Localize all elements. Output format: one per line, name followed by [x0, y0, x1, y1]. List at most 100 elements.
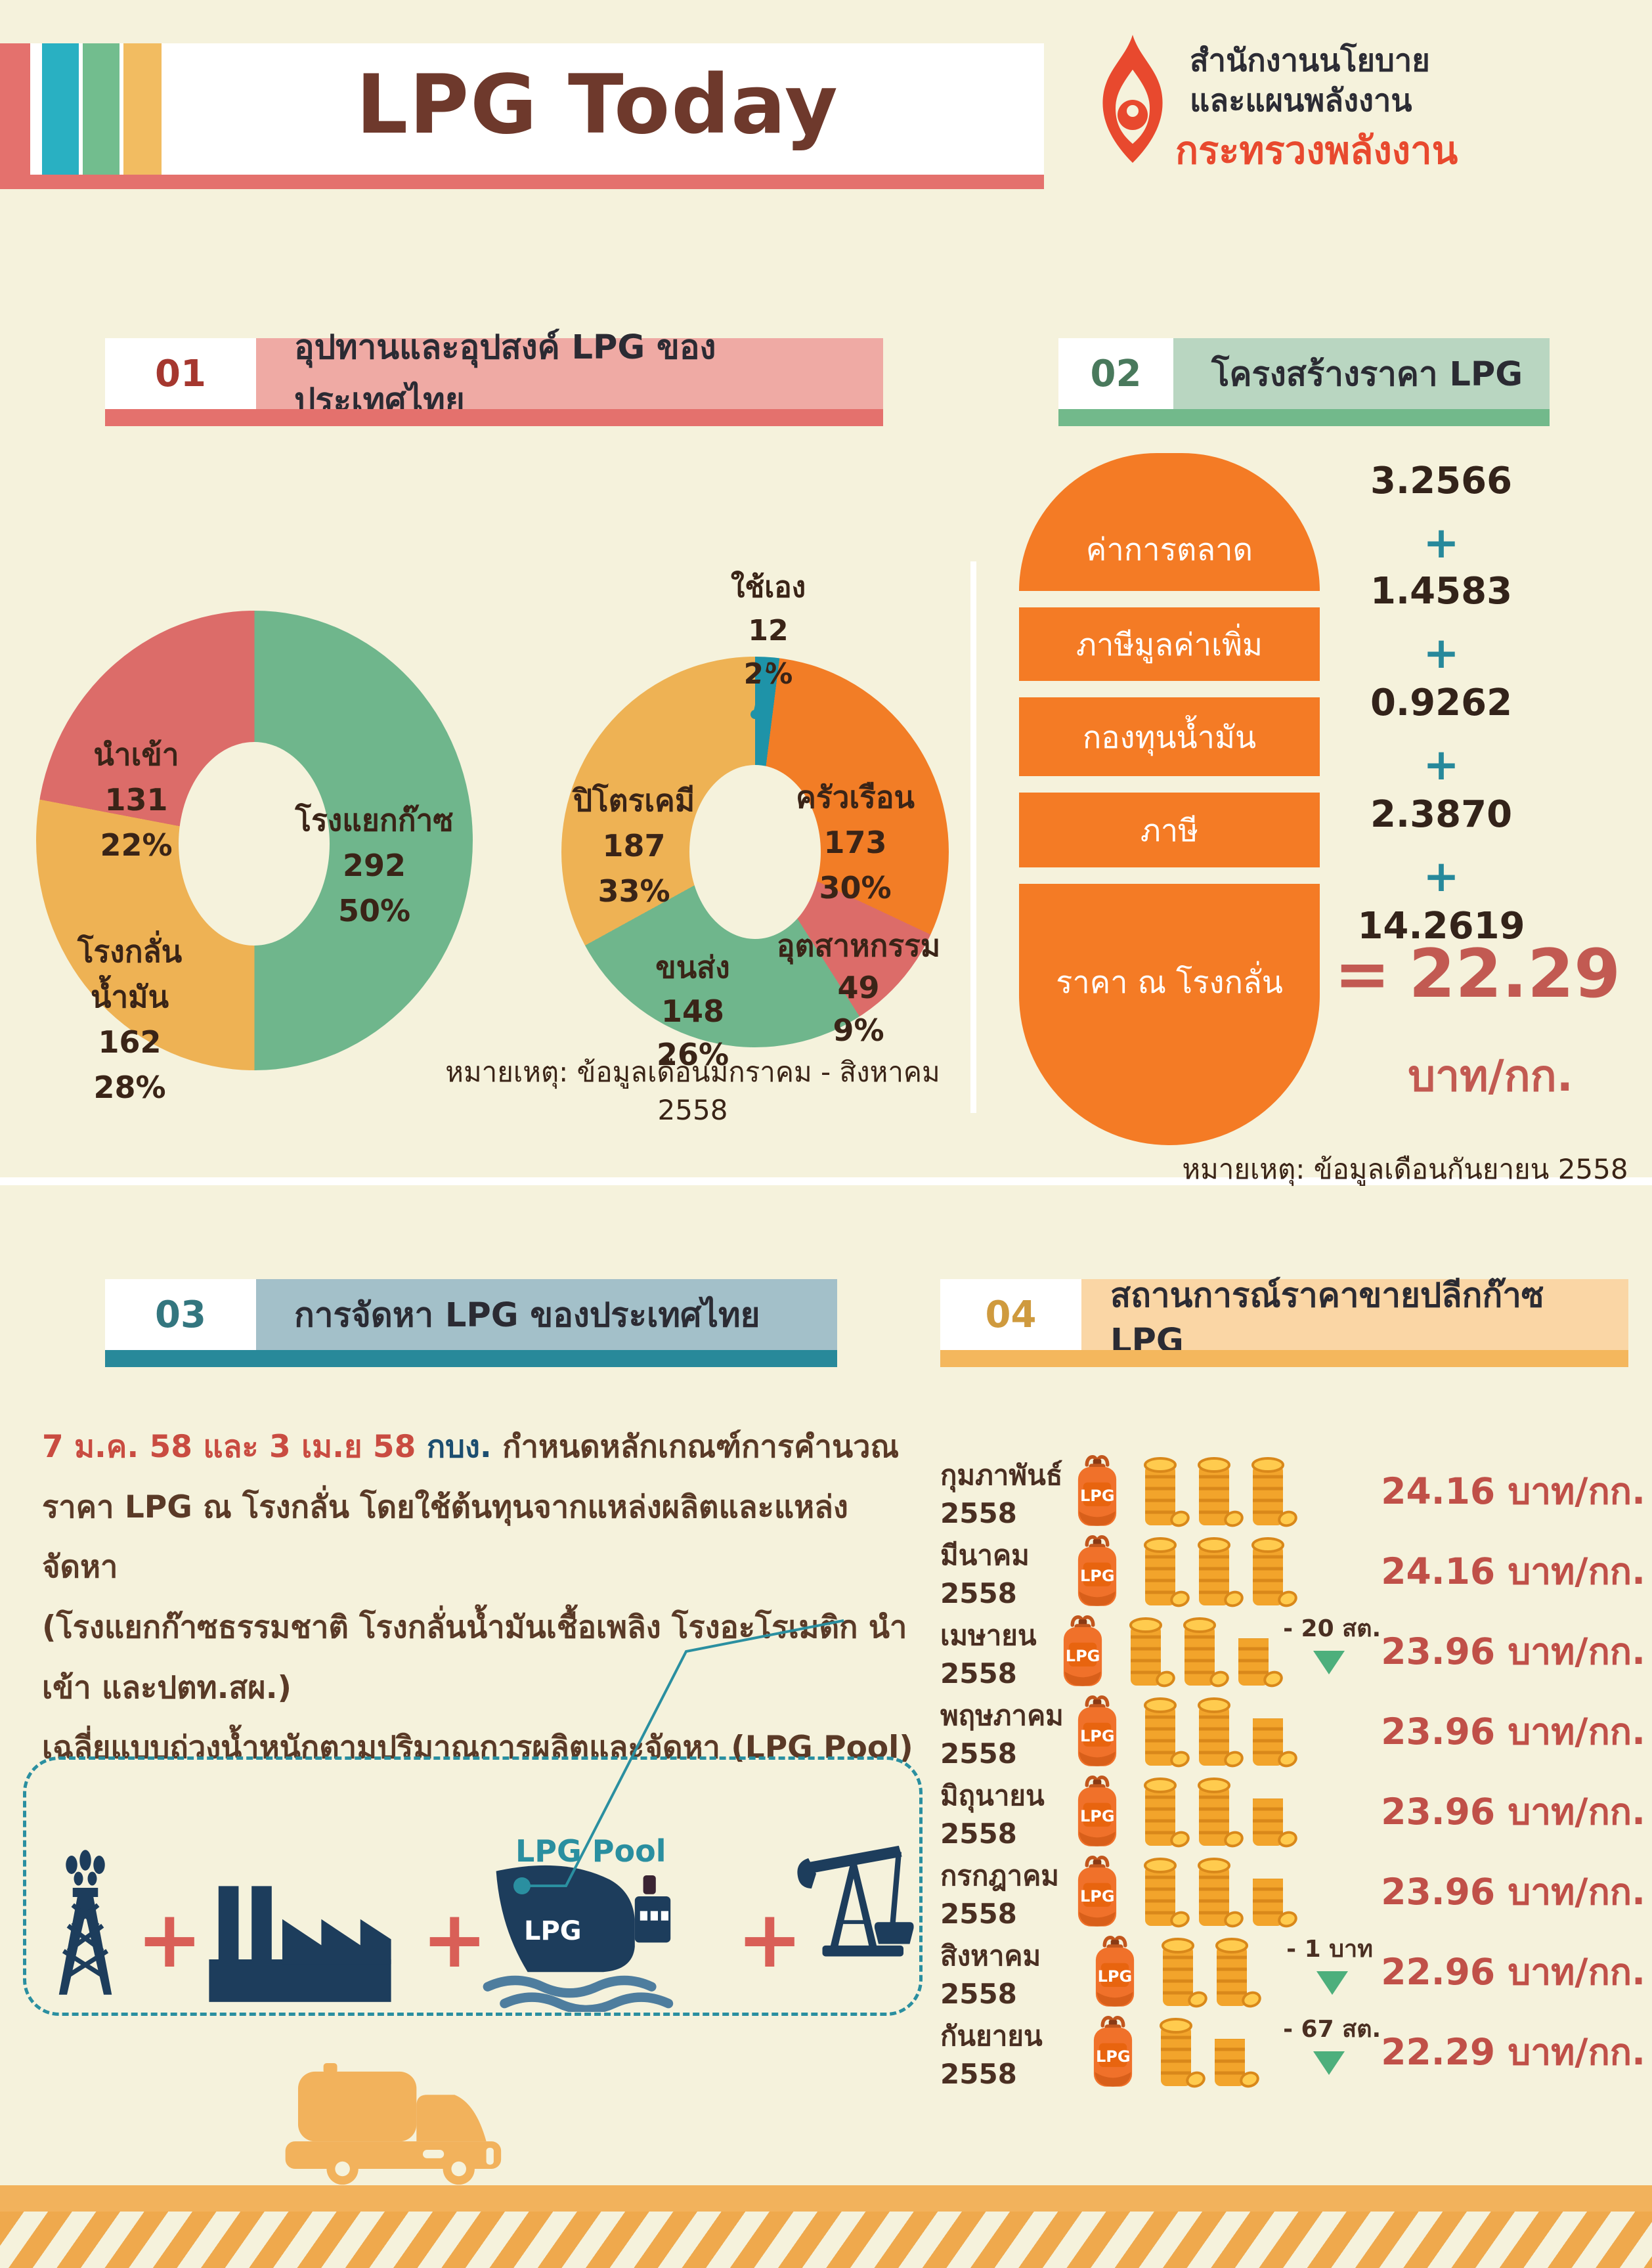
page-title: LPG Today — [356, 58, 839, 152]
section3-underline — [105, 1350, 837, 1367]
price-row: มิถุนายน 2558 LPG 23.96 บาท/กก. — [940, 1772, 1645, 1852]
price-row: กันยายน 2558 LPG - 67 สต. 22.29 บาท/กก. — [940, 2012, 1645, 2092]
header-stripe-teal — [42, 43, 79, 175]
ship-lpg-text: LPG — [524, 1916, 582, 1946]
coin-stack-icon — [1196, 1855, 1244, 1929]
coin-stack-icon — [1160, 1935, 1207, 2009]
section3-paragraph: 7 ม.ค. 58 และ 3 เม.ย 58 กบง. กำหนดหลักเก… — [42, 1417, 915, 1778]
value-ex-refinery: 14.2619 — [1357, 905, 1525, 948]
price-value: 23.96 บาท/กก. — [1381, 1870, 1645, 1913]
value-tax: 2.3870 — [1370, 793, 1513, 836]
plus-icon: + — [422, 1894, 488, 1986]
section2-underline — [1058, 409, 1550, 426]
coin-stack-icon — [1128, 1615, 1175, 1688]
price-value: 24.16 บาท/กก. — [1381, 1470, 1645, 1512]
coin-stack-icon — [1142, 1695, 1190, 1768]
demand-donut-hole — [689, 765, 821, 939]
price-row: พฤษภาคม 2558 LPG 23.96 บาท/กก. — [940, 1691, 1645, 1772]
coin-stack-icon — [1142, 1855, 1190, 1929]
header-band — [0, 43, 1044, 175]
section1-number: 01 — [105, 338, 256, 409]
coin-stack-icon — [1250, 1454, 1297, 1528]
slice-label-petrochemical: ปิโตรเคมี 187 33% — [573, 783, 695, 909]
coin-stack-icon — [1142, 1535, 1190, 1608]
coin-stack-icon — [1214, 1935, 1261, 2009]
coin-stacks — [1142, 1775, 1297, 1848]
price-row: มีนาคม 2558 LPG 24.16 บาท/กก. — [940, 1531, 1645, 1611]
lpg-cylinder-icon: LPG — [1069, 1693, 1125, 1770]
footer-stripes — [0, 2212, 1652, 2268]
price-row: เมษายน 2558 LPG - 20 สต. 23.96 บาท/กก. — [940, 1611, 1645, 1691]
lpg-cylinder-icon: LPG — [1069, 1853, 1125, 1930]
coin-stacks — [1128, 1615, 1283, 1688]
tank-segment-tax: ภาษี — [1019, 793, 1320, 867]
coin-stacks — [1160, 1935, 1286, 2009]
plus-icon: + — [737, 1894, 803, 1986]
coin-stack-icon — [1250, 1718, 1297, 1768]
coin-stacks — [1142, 1695, 1297, 1768]
price-down-triangle-icon — [1313, 1650, 1345, 1674]
equals-sign: = — [1334, 935, 1391, 1013]
value-marketing: 3.2566 — [1370, 460, 1513, 502]
price-value: 23.96 บาท/กก. — [1381, 1790, 1645, 1833]
coin-stacks — [1158, 2015, 1283, 2089]
price-value: 24.16 บาท/กก. — [1381, 1550, 1645, 1592]
para-rest1: กำหนดหลักเกณฑ์การคำนวณ — [502, 1429, 900, 1465]
lpg-cylinder-icon: LPG — [1054, 1613, 1111, 1690]
coin-stack-icon — [1158, 2015, 1206, 2089]
row-divider — [0, 1177, 1652, 1185]
lpg-pool-box — [23, 1756, 923, 2016]
tank-segment-marketing: ค่าการตลาด — [1019, 453, 1320, 591]
coin-stacks — [1142, 1454, 1297, 1528]
month-label: มีนาคม 2558 — [940, 1538, 1030, 1609]
coin-stack-icon — [1196, 1535, 1244, 1608]
column-divider — [970, 561, 976, 1113]
org-ministry: กระทรวงพลังงาน — [1175, 128, 1458, 173]
section1-title: อุปทานและอุปสงค์ LPG ของประเทศไทย — [256, 328, 883, 420]
plus-icon: + — [1423, 739, 1460, 790]
section2-title: โครงสร้างราคา LPG — [1173, 338, 1550, 409]
oil-pump-icon — [797, 1845, 914, 1957]
tank-segment-vat: ภาษีมูลค่าเพิ่ม — [1019, 607, 1320, 681]
road-bar — [0, 2185, 1652, 2212]
tank-segment-ex-refinery: ราคา ณ โรงกลั่น — [1019, 884, 1320, 1145]
coin-stack-icon — [1196, 1775, 1244, 1848]
section4-number: 04 — [940, 1279, 1081, 1350]
price-value: 23.96 บาท/กก. — [1381, 1630, 1645, 1672]
para-line3: (โรงแยกก๊าซธรรมชาติ โรงกลั่นน้ำมันเชื้อเ… — [42, 1609, 907, 1706]
refinery-icon — [209, 1886, 391, 2002]
coin-stack-icon — [1212, 2039, 1259, 2089]
lpg-cylinder-icon: LPG — [1069, 1533, 1125, 1610]
coin-stack-icon — [1196, 1454, 1244, 1528]
slice-label-oil-refinery: โรงกลั่น น้ำมัน 162 28% — [77, 934, 183, 1105]
price-down-triangle-icon — [1316, 1971, 1349, 1995]
gas-rig-icon — [58, 1850, 112, 1995]
coin-stack-icon — [1250, 1535, 1297, 1608]
price-change: - 1 บาท — [1286, 1930, 1381, 1995]
supply-donut-hole — [179, 742, 330, 946]
section2-note: หมายเหตุ: ข้อมูลเดือนกันยายน 2558 — [1182, 1153, 1628, 1185]
lpg-ship-icon — [483, 1865, 674, 2012]
coin-stack-icon — [1142, 1775, 1190, 1848]
coin-stack-icon — [1250, 1879, 1297, 1929]
header-stripe-red — [0, 43, 30, 175]
month-label: กุมภาพันธ์ 2558 — [940, 1458, 1063, 1529]
coin-stack-icon — [1236, 1638, 1283, 1688]
org-line1: สำนักงานนโยบาย — [1190, 43, 1430, 79]
slice-label-own-use: ใช้เอง 12 2% — [730, 571, 806, 691]
value-oil-fund: 0.9262 — [1370, 682, 1513, 724]
month-label: กันยายน 2558 — [940, 2019, 1043, 2090]
retail-price-list: กุมภาพันธ์ 2558 LPG 24.16 บาท/กก. มีนาคม… — [940, 1451, 1645, 2092]
total-unit: บาท/กก. — [1408, 1051, 1573, 1101]
lpg-cylinder-icon: LPG — [1069, 1452, 1125, 1530]
lpg-cylinder-icon: LPG — [1069, 1773, 1125, 1850]
lpg-pool-label: LPG Pool — [515, 1833, 666, 1869]
price-row: กรกฎาคม 2558 LPG 23.96 บาท/กก. — [940, 1852, 1645, 1932]
header-underline — [0, 175, 1044, 189]
lpg-cylinder-icon: LPG — [1085, 2013, 1141, 2091]
coin-stack-icon — [1182, 1615, 1229, 1688]
month-label: กรกฎาคม 2558 — [940, 1859, 1059, 1930]
price-down-triangle-icon — [1313, 2051, 1345, 2075]
coin-stacks — [1142, 1535, 1297, 1608]
coin-stacks — [1142, 1855, 1297, 1929]
